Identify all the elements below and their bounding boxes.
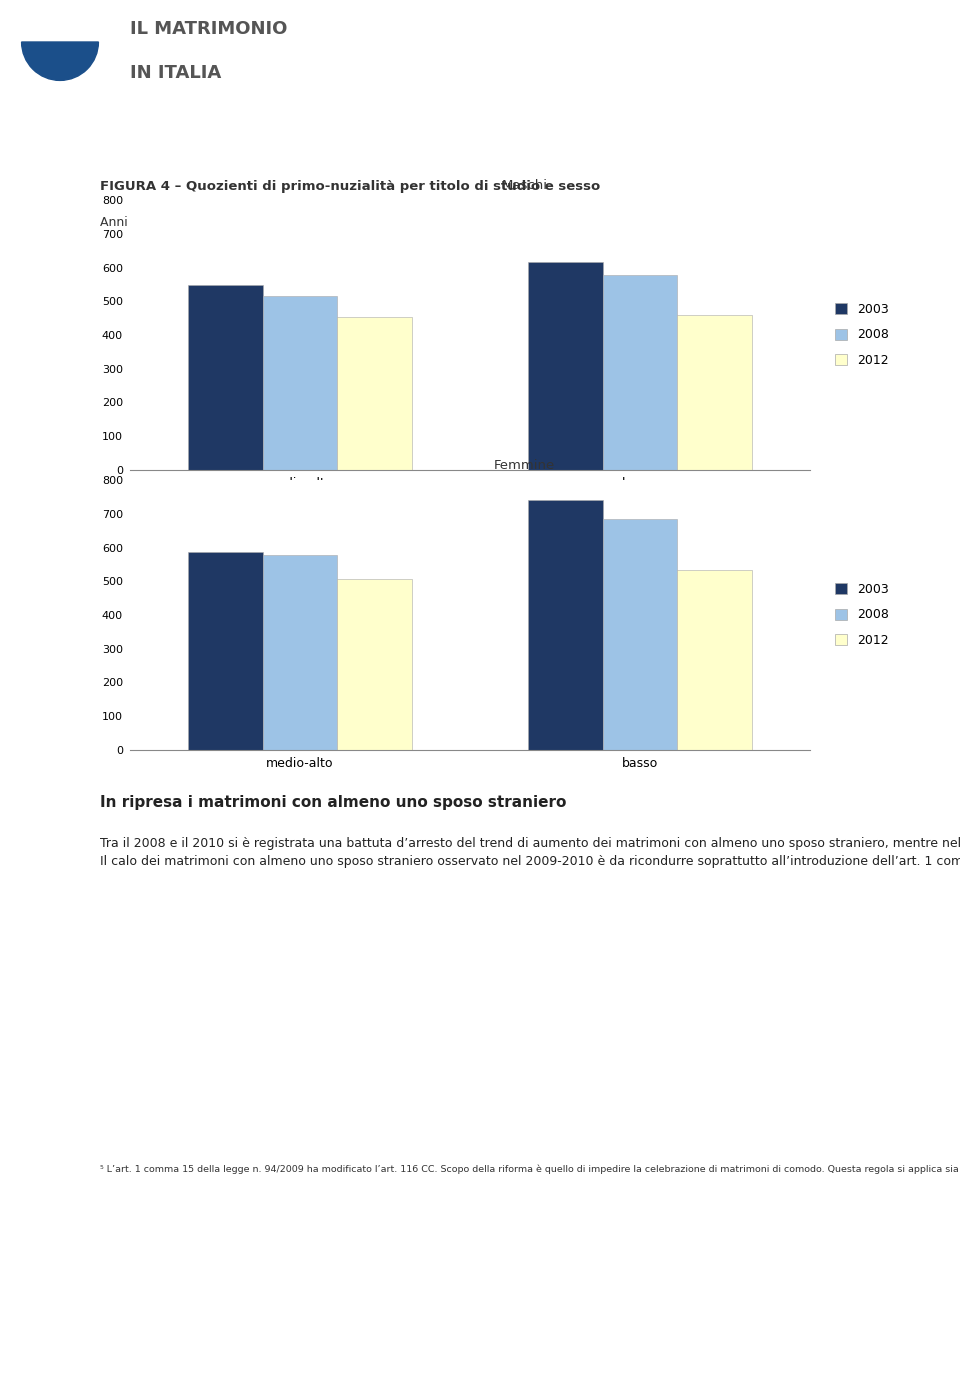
Bar <box>188 285 263 470</box>
Legend: 2003, 2008, 2012: 2003, 2008, 2012 <box>829 298 894 373</box>
Text: Anni 2003, 2008 e 2012, valori per 1000 abitanti: Anni 2003, 2008 e 2012, valori per 1000 … <box>100 216 406 229</box>
Text: IN ITALIA: IN ITALIA <box>130 64 221 82</box>
Circle shape <box>21 4 99 80</box>
Text: Femmine: Femmine <box>493 458 555 472</box>
Text: report: report <box>31 87 89 105</box>
Text: Maschi: Maschi <box>501 179 547 193</box>
Bar <box>603 519 678 751</box>
Text: In ripresa i matrimoni con almeno uno sposo straniero: In ripresa i matrimoni con almeno uno sp… <box>100 795 566 810</box>
Bar <box>528 500 603 751</box>
Text: | 3: | 3 <box>908 1361 926 1377</box>
Text: IL MATRIMONIO: IL MATRIMONIO <box>130 19 287 37</box>
Bar <box>528 262 603 470</box>
Bar <box>337 579 412 751</box>
Text: ⁵ L’art. 1 comma 15 della legge n. 94/2009 ha modificato l’art. 116 CC. Scopo de: ⁵ L’art. 1 comma 15 della legge n. 94/20… <box>100 1165 960 1174</box>
Text: Istat: Istat <box>5 1361 44 1377</box>
Text: Tra il 2008 e il 2010 si è registrata una battuta d’arresto del trend di aumento: Tra il 2008 e il 2010 si è registrata un… <box>100 838 960 868</box>
Bar <box>263 296 337 470</box>
Legend: 2003, 2008, 2012: 2003, 2008, 2012 <box>829 578 894 652</box>
Text: FIGURA 4 – Quozienti di primo-nuzialità per titolo di studio e sesso: FIGURA 4 – Quozienti di primo-nuzialità … <box>100 180 600 193</box>
Bar <box>188 551 263 751</box>
Text: statistiche: statistiche <box>12 25 20 65</box>
Wedge shape <box>21 42 99 80</box>
Bar <box>603 276 678 470</box>
Bar <box>263 555 337 751</box>
Bar <box>678 314 753 470</box>
Bar <box>678 571 753 751</box>
Bar <box>337 317 412 470</box>
